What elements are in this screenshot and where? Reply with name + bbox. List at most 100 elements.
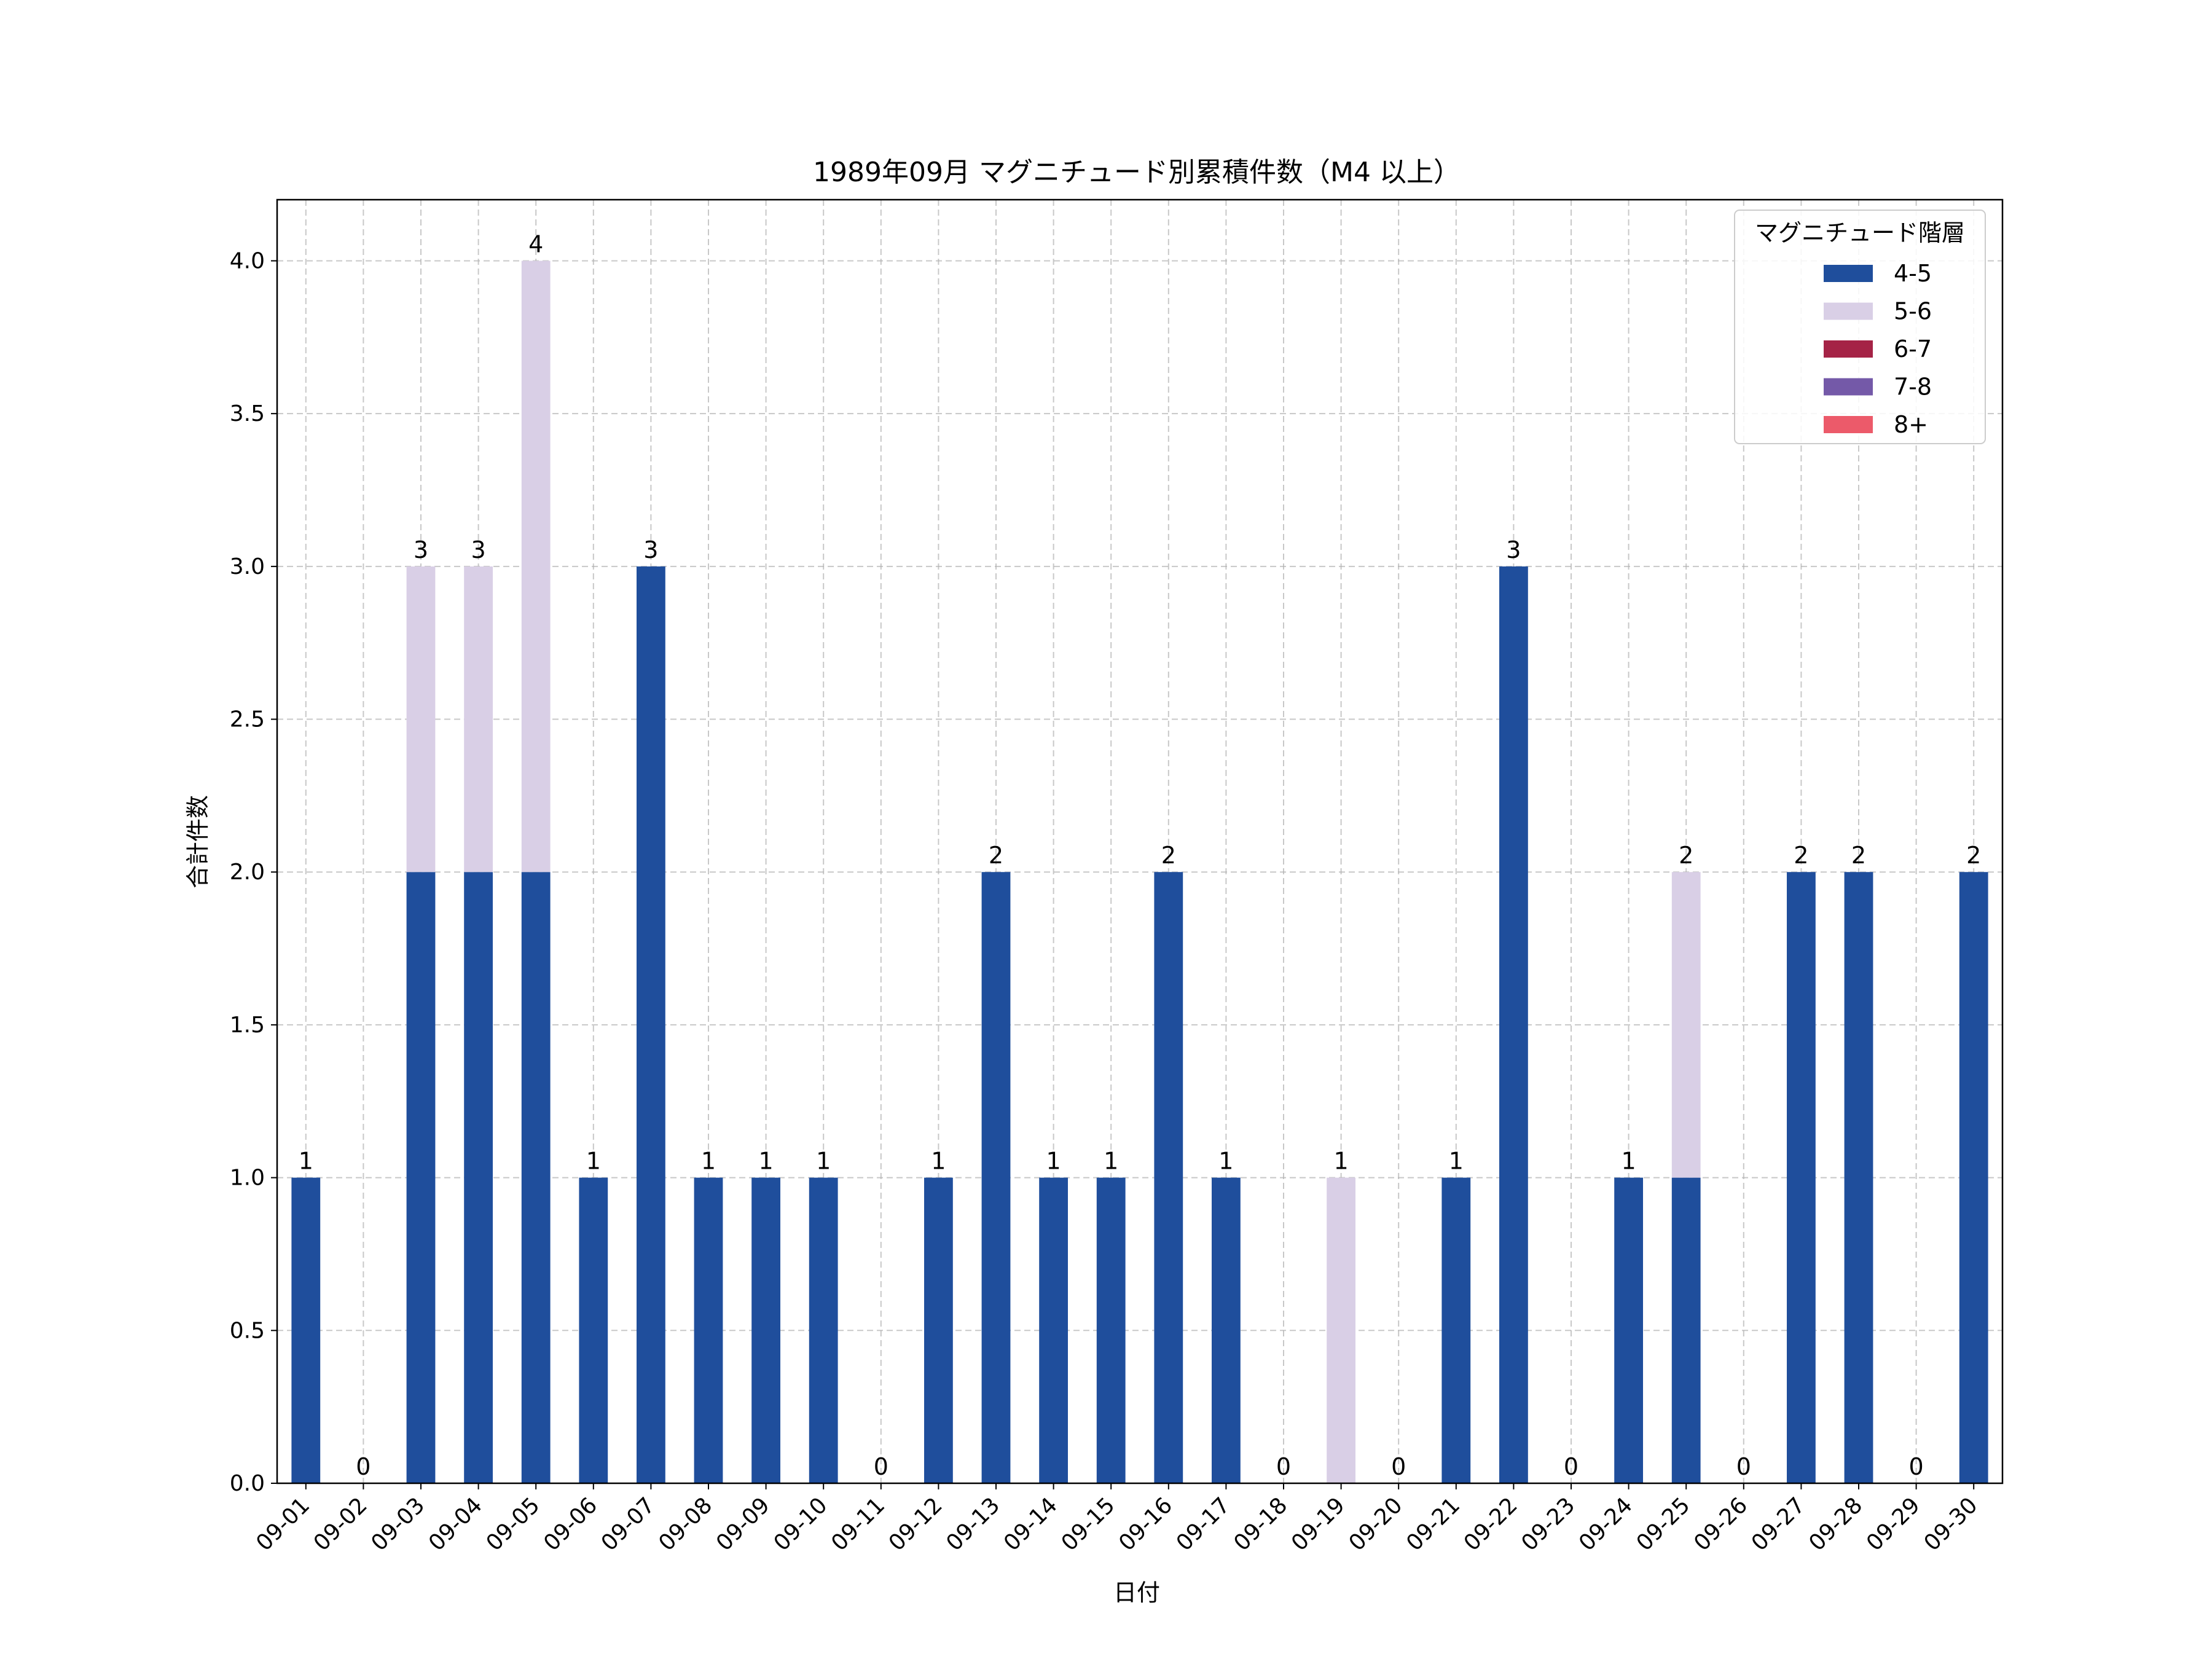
bar-total-label: 2 bbox=[1679, 842, 1693, 869]
x-tick-label: 09-26 bbox=[1689, 1492, 1752, 1556]
x-tick-label: 09-18 bbox=[1229, 1492, 1292, 1556]
chart-title: 1989年09月 マグニチュード別累積件数（M4 以上） bbox=[813, 157, 1461, 188]
bar-segment-5-6-09-03 bbox=[406, 566, 436, 873]
bar-segment-4-5-09-14 bbox=[1039, 1177, 1068, 1483]
bar-segment-4-5-09-17 bbox=[1212, 1177, 1241, 1483]
x-tick-label: 09-17 bbox=[1172, 1492, 1235, 1556]
x-tick-label: 09-20 bbox=[1344, 1492, 1408, 1556]
x-tick-label: 09-08 bbox=[654, 1492, 717, 1556]
y-tick-label: 0.5 bbox=[230, 1318, 265, 1343]
y-tick-label: 3.0 bbox=[230, 554, 265, 579]
bar-total-label: 1 bbox=[586, 1148, 601, 1175]
x-tick-label: 09-27 bbox=[1747, 1492, 1810, 1556]
y-tick-label: 3.5 bbox=[230, 401, 265, 426]
bar-total-label: 1 bbox=[299, 1148, 313, 1175]
x-tick-label: 09-05 bbox=[482, 1492, 545, 1556]
bar-segment-4-5-09-22 bbox=[1499, 566, 1528, 1483]
x-tick-label: 09-23 bbox=[1516, 1492, 1580, 1556]
bar-segment-4-5-09-30 bbox=[1959, 872, 1988, 1483]
bar-segment-4-5-09-07 bbox=[637, 566, 665, 1483]
bar-total-label: 0 bbox=[356, 1453, 371, 1480]
y-tick-label: 0.0 bbox=[230, 1471, 265, 1496]
x-tick-label: 09-22 bbox=[1459, 1492, 1523, 1556]
x-tick-label: 09-10 bbox=[769, 1492, 833, 1556]
y-tick-label: 1.5 bbox=[230, 1013, 265, 1038]
legend-swatch-7-8 bbox=[1824, 378, 1873, 396]
legend-label: 6-7 bbox=[1894, 335, 1932, 363]
x-tick-label: 09-25 bbox=[1632, 1492, 1695, 1556]
x-axis: 09-0109-0209-0309-0409-0509-0609-0709-08… bbox=[251, 1483, 1983, 1556]
legend-swatch-5-6 bbox=[1824, 302, 1873, 320]
bar-total-label: 1 bbox=[816, 1148, 831, 1175]
legend-swatch-4-5 bbox=[1824, 265, 1873, 282]
x-tick-label: 09-01 bbox=[251, 1492, 315, 1556]
bar-segment-4-5-09-09 bbox=[751, 1177, 780, 1483]
bar-total-label: 2 bbox=[1794, 842, 1808, 869]
y-tick-label: 2.0 bbox=[230, 860, 265, 885]
x-tick-label: 09-04 bbox=[424, 1492, 487, 1556]
x-tick-label: 09-24 bbox=[1574, 1492, 1637, 1556]
legend-label: 7-8 bbox=[1894, 374, 1932, 401]
bar-total-label: 1 bbox=[1622, 1148, 1636, 1175]
bar-segment-4-5-09-24 bbox=[1614, 1177, 1643, 1483]
legend-frame bbox=[1734, 210, 1986, 444]
bar-segment-4-5-09-06 bbox=[579, 1177, 608, 1483]
bar-segment-5-6-09-25 bbox=[1671, 872, 1701, 1178]
legend-swatch-8+ bbox=[1824, 416, 1873, 433]
x-tick-label: 09-09 bbox=[712, 1492, 775, 1556]
legend-label: 5-6 bbox=[1894, 298, 1932, 325]
bar-total-label: 0 bbox=[874, 1453, 888, 1480]
bar-segment-4-5-09-05 bbox=[521, 872, 551, 1483]
legend: マグニチュード階層 4-5 5-6 6-7 7-8 8+ bbox=[1734, 210, 1986, 444]
bar-total-label: 1 bbox=[1046, 1148, 1061, 1175]
y-axis: 0.0 0.5 1.0 1.5 2.0 2.5 3.0 3.5 4.0 bbox=[230, 248, 277, 1496]
y-tick-label: 4.0 bbox=[230, 248, 265, 273]
bar-total-label: 0 bbox=[1391, 1453, 1406, 1480]
bar-segment-5-6-09-04 bbox=[464, 566, 493, 873]
bar-total-label: 1 bbox=[931, 1148, 946, 1175]
bar-total-label: 2 bbox=[1851, 842, 1866, 869]
bar-total-label: 0 bbox=[1736, 1453, 1751, 1480]
bars bbox=[291, 261, 1988, 1483]
bar-segment-4-5-09-13 bbox=[981, 872, 1011, 1483]
bar-total-label: 1 bbox=[701, 1148, 716, 1175]
legend-title: マグニチュード階層 bbox=[1755, 219, 1965, 246]
bar-segment-5-6-09-05 bbox=[521, 261, 551, 873]
bar-total-label: 2 bbox=[989, 842, 1003, 869]
bar-segment-4-5-09-16 bbox=[1154, 872, 1183, 1483]
bar-total-label: 1 bbox=[1449, 1148, 1464, 1175]
bar-segment-4-5-09-08 bbox=[694, 1177, 723, 1483]
bar-labels: 1 0 3 3 4 1 3 1 1 1 0 1 2 1 1 2 1 0 1 0 1 3 0 1 2 0 2 2 0 2 bbox=[299, 230, 1982, 1480]
bar-total-label: 1 bbox=[1104, 1148, 1118, 1175]
y-tick-label: 2.5 bbox=[230, 707, 265, 732]
bar-segment-4-5-09-21 bbox=[1441, 1177, 1471, 1483]
bar-total-label: 1 bbox=[759, 1148, 774, 1175]
bar-segment-4-5-09-04 bbox=[464, 872, 493, 1483]
legend-label: 4-5 bbox=[1894, 260, 1932, 287]
x-tick-label: 09-02 bbox=[309, 1492, 372, 1556]
bar-total-label: 0 bbox=[1564, 1453, 1579, 1480]
y-tick-label: 1.0 bbox=[230, 1166, 265, 1191]
x-tick-label: 09-11 bbox=[826, 1492, 890, 1556]
x-tick-label: 09-03 bbox=[366, 1492, 429, 1556]
x-tick-label: 09-29 bbox=[1862, 1492, 1925, 1556]
bar-segment-4-5-09-27 bbox=[1787, 872, 1816, 1483]
x-tick-label: 09-15 bbox=[1057, 1492, 1120, 1556]
x-axis-label: 日付 bbox=[1113, 1579, 1160, 1606]
bar-segment-5-6-09-19 bbox=[1327, 1177, 1355, 1483]
bar-total-label: 0 bbox=[1276, 1453, 1291, 1480]
bar-total-label: 1 bbox=[1218, 1148, 1233, 1175]
x-tick-label: 09-06 bbox=[539, 1492, 602, 1556]
legend-label: 8+ bbox=[1894, 411, 1928, 438]
plot-frame bbox=[276, 198, 2004, 1484]
bar-total-label: 2 bbox=[1966, 842, 1981, 869]
bar-total-label: 3 bbox=[1506, 536, 1521, 563]
x-tick-label: 09-30 bbox=[1920, 1492, 1983, 1556]
bar-segment-4-5-09-28 bbox=[1844, 872, 1873, 1483]
grid-lines bbox=[277, 200, 2002, 1484]
bar-total-label: 1 bbox=[1334, 1148, 1349, 1175]
bar-segment-4-5-09-01 bbox=[291, 1177, 321, 1483]
x-tick-label: 09-14 bbox=[999, 1492, 1062, 1556]
bar-segment-4-5-09-15 bbox=[1096, 1177, 1126, 1483]
